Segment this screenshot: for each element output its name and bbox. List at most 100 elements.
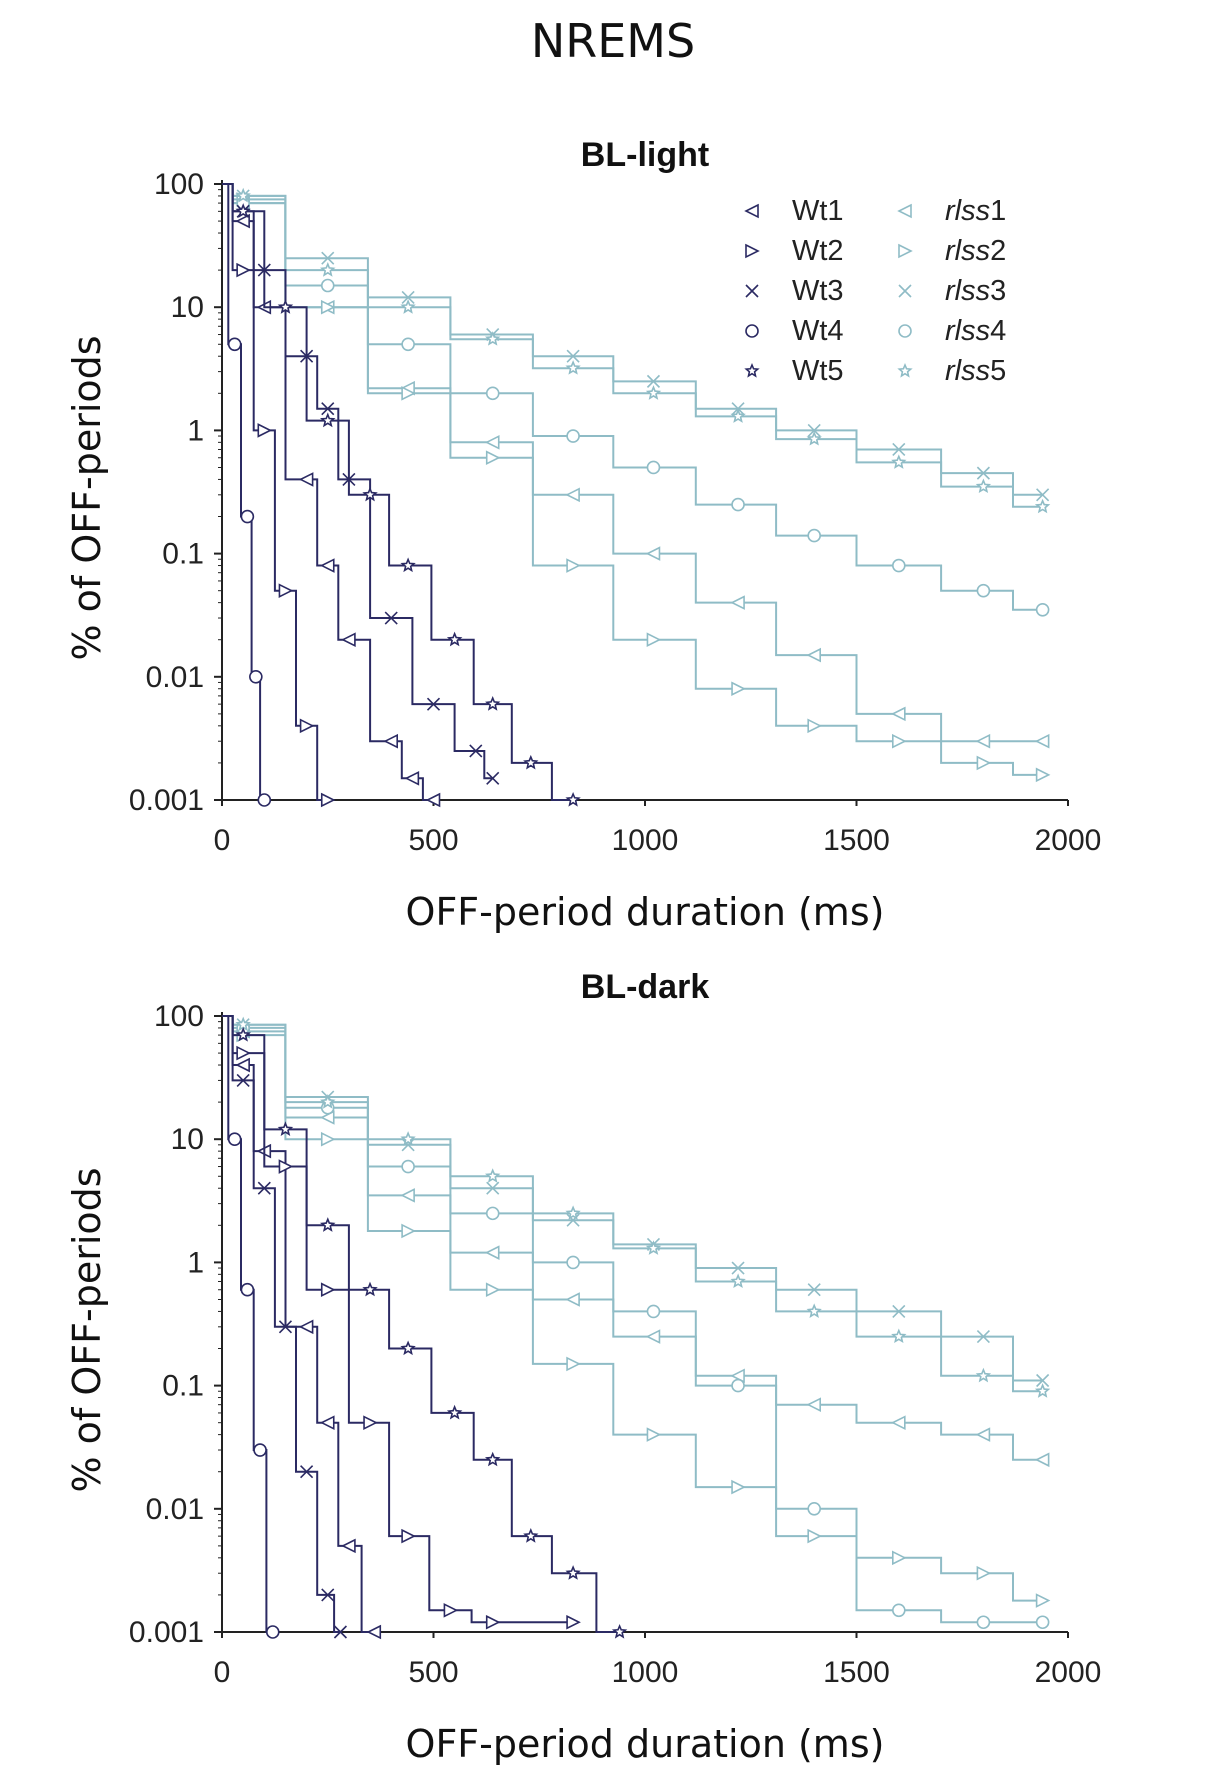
data-point-Wt5 [400,557,416,573]
data-point-Wt5 [446,1404,463,1420]
data-point-rlss5 [730,408,746,423]
data-point-Wt5 [319,412,336,428]
data-point-Wt3 [278,1320,293,1334]
data-point-rlss1 [565,487,580,503]
data-point-Wt5 [362,486,378,502]
y-axis-label: % of OFF-periods [65,335,109,660]
data-point-rlss3 [321,251,335,265]
data-point-rlss5 [975,478,992,494]
data-point-rlss2 [731,681,746,697]
data-point-Wt4 [253,1443,267,1457]
x-tick-label: 500 [408,1656,458,1689]
data-point-rlss4 [485,1206,500,1221]
data-point-Wt2 [236,1045,251,1061]
data-point-rlss2 [1035,767,1051,783]
data-point-rlss1 [975,1427,991,1442]
data-point-rlss3 [566,349,580,363]
y-tick-label: 0.01 [146,661,204,694]
y-tick-label: 0.1 [162,1370,204,1403]
data-point-Wt3 [469,744,483,758]
legend-marker [897,203,912,219]
data-point-rlss4 [976,583,991,598]
x-tick-label: 1000 [612,824,679,857]
y-tick-label: 1 [187,1246,204,1279]
data-point-Wt1 [383,733,398,749]
data-point-rlss1 [484,1245,500,1260]
series-line-rlss4 [222,183,1043,611]
data-point-rlss5 [645,385,662,400]
series-line-rlss3 [222,183,1043,496]
legend-label: rlss1 [945,195,1006,227]
data-point-rlss1 [1034,1452,1050,1468]
data-point-rlss5 [806,1303,822,1319]
data-point-rlss3 [892,442,906,457]
data-point-rlss4 [807,528,822,543]
data-point-Wt2 [320,792,336,808]
legend-label: Wt3 [792,275,844,307]
data-point-Wt4 [227,337,242,352]
chart-bl-light: BL-light % of OFF-periods OFF-period dur… [65,136,1102,934]
legend-label: rlss5 [945,355,1006,387]
data-point-Wt3 [486,771,500,785]
data-point-Wt5 [235,1026,251,1042]
data-point-Wt4 [227,1132,242,1146]
data-point-rlss5 [1034,1383,1051,1398]
data-point-rlss1 [806,1397,821,1412]
data-point-Wt1 [235,1057,250,1073]
y-tick-label: 100 [154,168,204,201]
data-point-rlss5 [319,1093,336,1109]
legend-marker [745,284,759,298]
data-point-Wt4 [257,793,272,807]
data-point-rlss5 [730,1273,746,1288]
data-point-rlss3 [976,1330,990,1344]
data-point-Wt4 [240,509,255,524]
y-tick-label: 10 [171,1123,204,1156]
data-point-rlss2 [485,1282,501,1298]
data-point-Wt4 [249,670,263,684]
data-point-rlss4 [892,1603,906,1618]
data-point-Wt2 [299,718,315,734]
legend-label: Wt2 [792,235,844,267]
data-point-rlss3 [807,423,821,437]
x-axis-label: OFF-period duration (ms) [406,890,885,934]
data-point-rlss1 [484,435,500,450]
series-line-rlss3 [222,1015,1043,1382]
legend-label: Wt5 [792,355,844,387]
data-point-rlss1 [645,1329,661,1344]
data-point-Wt1 [235,213,250,229]
x-tick-label: 2000 [1035,824,1102,857]
data-point-rlss3 [976,466,990,480]
data-point-Wt2 [485,1614,501,1630]
data-point-Wt5 [611,1623,628,1639]
data-point-rlss5 [891,1328,907,1344]
data-point-Wt2 [363,1415,378,1430]
data-point-rlss3 [566,1213,580,1227]
data-point-Wt5 [277,1121,294,1137]
data-point-Wt1 [298,1319,314,1335]
data-point-rlss2 [401,386,416,401]
y-tick-label: 0.1 [162,538,204,571]
chart-title: BL-light [581,136,709,174]
data-point-rlss4 [566,1255,580,1270]
data-point-rlss5 [891,454,907,469]
data-point-Wt3 [321,1588,335,1602]
data-point-rlss5 [400,1131,416,1146]
figure-title: NREMS [530,14,696,68]
data-point-rlss4 [1035,1615,1050,1630]
data-point-rlss5 [645,1240,662,1255]
data-point-rlss4 [731,497,745,512]
data-point-rlss2 [320,299,336,315]
data-point-rlss2 [1035,1593,1051,1608]
data-point-rlss3 [486,1181,500,1195]
data-point-Wt2 [566,1614,581,1630]
data-point-rlss3 [401,290,415,305]
series-line-rlss5 [222,1015,1043,1393]
data-point-Wt5 [565,1565,581,1580]
data-point-Wt1 [341,1538,356,1554]
data-point-rlss3 [807,1283,821,1297]
data-point-rlss4 [1035,602,1050,617]
data-point-rlss2 [646,632,662,648]
x-tick-label: 0 [214,824,231,857]
series-line-rlss4 [222,1015,1043,1624]
data-point-rlss2 [892,733,907,749]
